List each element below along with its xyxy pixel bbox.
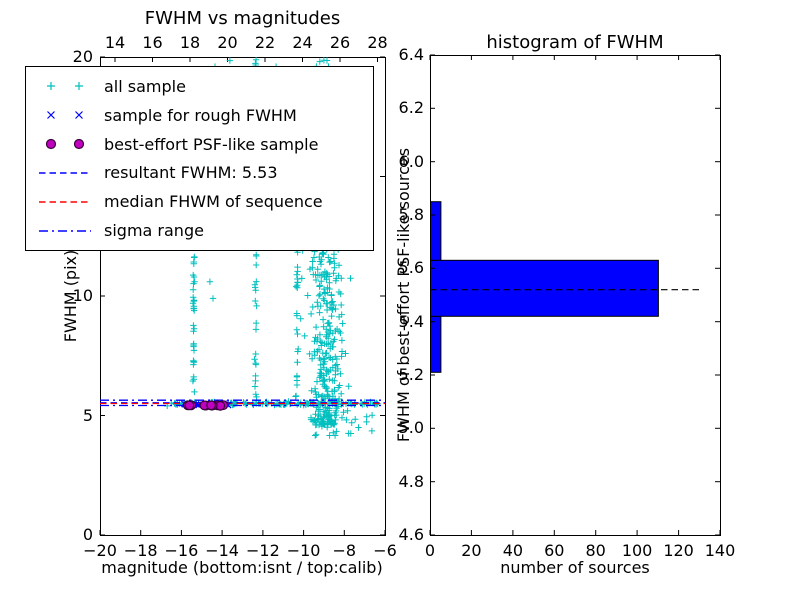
left-x-tick-label: −18 <box>123 541 158 560</box>
left-y-tick-label: 20 <box>72 47 93 66</box>
right-y-tick-label: 6.0 <box>398 151 424 171</box>
left-plot-xlabel: magnitude (bottom:isnt / top:calib) <box>101 558 383 577</box>
left-x-tick-label: −20 <box>83 541 117 560</box>
right-x-tick-label: 40 <box>502 541 524 560</box>
left-y-tick-label: 10 <box>72 286 93 305</box>
right-x-tick-label: 60 <box>544 541 565 560</box>
right-plot-xlabel: number of sources <box>500 558 650 577</box>
left-x-tick-label: −10 <box>286 541 321 560</box>
left-top-tick-label: 26 <box>329 33 351 52</box>
right-plot-title: histogram of FWHM <box>486 32 664 53</box>
legend-marker-x-icon <box>47 111 83 120</box>
legend-row: all sample <box>36 75 369 97</box>
right-x-tick-label: 140 <box>704 541 736 560</box>
left-x-tick-label: −14 <box>205 541 239 560</box>
right-y-tick-label: 5.6 <box>398 258 424 278</box>
right-x-tick-label: 0 <box>424 541 436 560</box>
right-y-tick-label: 6.4 <box>398 45 424 64</box>
legend-label: sigma range <box>104 221 204 241</box>
legend-label: best-effort PSF-like sample <box>104 134 319 154</box>
left-top-tick-label: 14 <box>104 33 126 52</box>
legend-row: sigma range <box>36 220 369 242</box>
legend-marker-dashed-icon <box>39 201 91 203</box>
right-y-tick-label: 4.8 <box>398 471 424 491</box>
right-x-tick-label: 120 <box>663 541 694 560</box>
left-top-tick-label: 16 <box>142 33 163 52</box>
legend: all sample sample for rough FWHM best-effo… <box>25 66 374 251</box>
left-top-tick-label: 20 <box>217 33 238 52</box>
left-x-tick-label: −16 <box>164 541 199 560</box>
left-top-tick-label: 24 <box>292 33 313 52</box>
legend-marker-o-icon <box>45 138 85 150</box>
legend-marker-dashdot-icon <box>39 229 91 232</box>
left-top-tick-label: 18 <box>179 33 201 52</box>
right-x-tick-label: 100 <box>621 541 653 560</box>
fwhm-histogram-bars <box>430 201 659 373</box>
right-y-tick-label: 6.2 <box>398 98 424 118</box>
left-plot-tick-marks <box>99 56 386 536</box>
left-top-tick-label: 22 <box>254 33 276 52</box>
right-y-tick-label: 5.0 <box>398 418 424 438</box>
left-x-tick-label: −12 <box>246 541 280 560</box>
legend-marker-dashed-icon <box>39 172 91 174</box>
legend-label: sample for rough FWHM <box>104 105 297 125</box>
right-plot-tick-marks <box>429 54 721 536</box>
left-plot-title: FWHM vs magnitudes <box>144 8 341 29</box>
legend-label: median FHWM of sequence <box>104 192 323 212</box>
left-y-tick-label: 0 <box>82 525 93 544</box>
legend-row: sample for rough FWHM <box>36 104 369 126</box>
right-y-tick-label: 4.6 <box>398 525 424 544</box>
left-top-tick-label: 28 <box>367 33 388 52</box>
right-y-tick-label: 5.2 <box>398 365 424 384</box>
right-x-tick-label: 20 <box>461 541 482 560</box>
left-x-tick-label: −8 <box>332 541 357 560</box>
legend-row: best-effort PSF-like sample <box>36 133 369 155</box>
left-y-tick-label: 5 <box>82 405 93 425</box>
right-plot-ylabel: FWHM of best-effort PSF-like sources <box>394 147 413 443</box>
right-y-tick-label: 5.8 <box>398 205 424 224</box>
right-y-tick-label: 5.4 <box>398 311 424 331</box>
legend-row: resultant FWHM: 5.53 <box>36 162 369 184</box>
left-x-tick-label: −6 <box>373 541 397 560</box>
legend-marker-+-icon <box>47 82 83 91</box>
legend-label: resultant FWHM: 5.53 <box>104 163 278 183</box>
right-x-tick-label: 80 <box>585 541 606 560</box>
legend-row: median FHWM of sequence <box>36 191 369 213</box>
legend-label: all sample <box>104 76 186 96</box>
psf-like-sample-points <box>182 400 229 411</box>
